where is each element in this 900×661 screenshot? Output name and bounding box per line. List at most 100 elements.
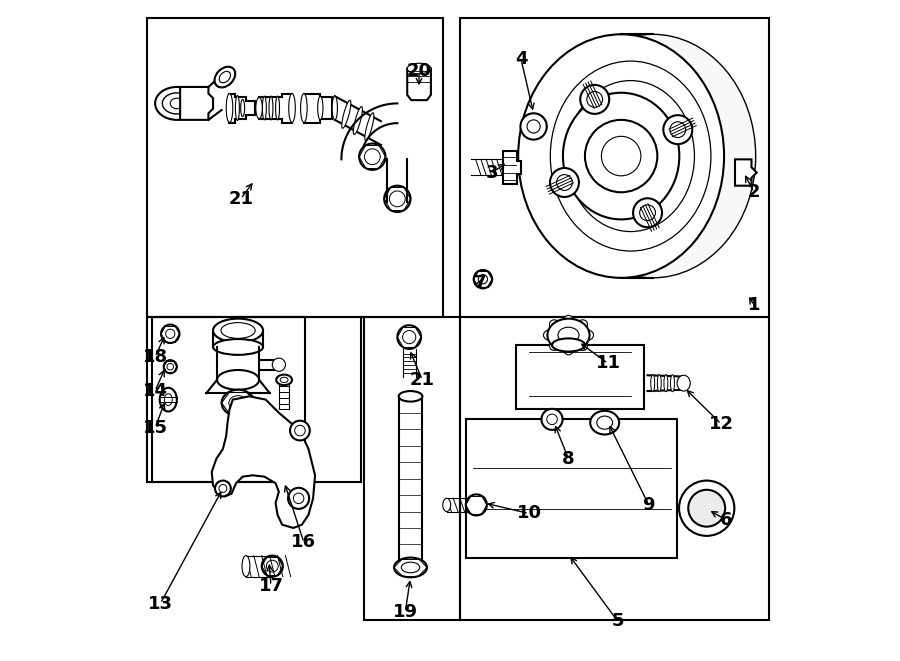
Text: 8: 8 xyxy=(562,450,575,468)
Ellipse shape xyxy=(332,96,338,120)
Text: 2: 2 xyxy=(748,183,760,201)
Ellipse shape xyxy=(402,330,416,344)
Ellipse shape xyxy=(318,96,323,120)
Ellipse shape xyxy=(280,377,288,383)
Ellipse shape xyxy=(399,391,422,402)
Bar xyxy=(516,345,644,409)
Text: 10: 10 xyxy=(517,504,542,522)
Text: 21: 21 xyxy=(410,371,435,389)
Ellipse shape xyxy=(590,410,619,434)
Ellipse shape xyxy=(290,420,310,440)
Bar xyxy=(364,317,460,620)
Ellipse shape xyxy=(520,113,547,139)
Ellipse shape xyxy=(219,485,227,492)
Ellipse shape xyxy=(597,416,613,429)
Bar xyxy=(148,18,444,317)
Ellipse shape xyxy=(670,122,686,137)
Ellipse shape xyxy=(276,375,292,385)
Polygon shape xyxy=(304,94,331,122)
Ellipse shape xyxy=(155,87,199,120)
Bar xyxy=(460,18,770,317)
Ellipse shape xyxy=(473,270,492,288)
Polygon shape xyxy=(407,69,431,100)
Ellipse shape xyxy=(547,319,590,352)
Text: 6: 6 xyxy=(720,511,733,529)
Ellipse shape xyxy=(576,320,588,332)
Ellipse shape xyxy=(518,34,724,278)
Text: 11: 11 xyxy=(596,354,620,372)
Text: 4: 4 xyxy=(515,50,527,68)
Text: 19: 19 xyxy=(392,603,418,621)
Ellipse shape xyxy=(293,493,304,504)
Ellipse shape xyxy=(466,494,487,516)
Ellipse shape xyxy=(688,490,725,527)
Ellipse shape xyxy=(236,96,239,120)
Ellipse shape xyxy=(677,375,690,391)
Polygon shape xyxy=(259,94,292,122)
Ellipse shape xyxy=(266,561,278,572)
Ellipse shape xyxy=(587,91,603,107)
Ellipse shape xyxy=(294,425,305,436)
Ellipse shape xyxy=(384,186,410,212)
Ellipse shape xyxy=(301,94,307,122)
Ellipse shape xyxy=(213,339,263,355)
Ellipse shape xyxy=(550,320,562,332)
Ellipse shape xyxy=(269,96,273,120)
Ellipse shape xyxy=(547,414,557,424)
Ellipse shape xyxy=(288,488,309,509)
Ellipse shape xyxy=(651,375,654,392)
Ellipse shape xyxy=(680,481,734,536)
Ellipse shape xyxy=(275,96,280,120)
Ellipse shape xyxy=(556,175,572,190)
Ellipse shape xyxy=(664,375,668,392)
Ellipse shape xyxy=(213,319,263,342)
Text: 16: 16 xyxy=(292,533,317,551)
Polygon shape xyxy=(180,87,213,120)
Ellipse shape xyxy=(364,149,380,165)
Bar xyxy=(466,419,677,558)
Ellipse shape xyxy=(214,67,235,87)
Polygon shape xyxy=(230,94,255,122)
Polygon shape xyxy=(212,397,315,528)
Ellipse shape xyxy=(242,556,250,576)
Ellipse shape xyxy=(585,120,657,192)
Ellipse shape xyxy=(550,338,562,350)
Ellipse shape xyxy=(558,327,579,343)
Ellipse shape xyxy=(443,498,451,512)
Ellipse shape xyxy=(657,375,662,392)
Ellipse shape xyxy=(217,370,259,390)
Text: 5: 5 xyxy=(612,613,624,631)
Ellipse shape xyxy=(601,136,641,176)
Ellipse shape xyxy=(354,106,363,135)
Ellipse shape xyxy=(220,323,256,338)
Ellipse shape xyxy=(563,342,573,355)
Ellipse shape xyxy=(263,96,266,120)
Bar xyxy=(152,317,305,482)
Ellipse shape xyxy=(633,198,662,227)
Text: 20: 20 xyxy=(407,61,432,79)
Ellipse shape xyxy=(407,63,431,74)
Ellipse shape xyxy=(580,85,609,114)
Text: 18: 18 xyxy=(142,348,167,366)
Ellipse shape xyxy=(390,191,405,207)
Ellipse shape xyxy=(342,100,351,128)
Ellipse shape xyxy=(670,375,674,392)
Ellipse shape xyxy=(640,205,655,221)
Ellipse shape xyxy=(215,481,230,496)
Ellipse shape xyxy=(221,390,255,416)
Ellipse shape xyxy=(394,558,427,577)
Ellipse shape xyxy=(165,394,172,406)
Polygon shape xyxy=(503,151,521,184)
Ellipse shape xyxy=(170,98,184,108)
Ellipse shape xyxy=(167,364,174,370)
Ellipse shape xyxy=(262,556,283,576)
Ellipse shape xyxy=(580,330,593,340)
Text: 15: 15 xyxy=(142,419,167,437)
Bar xyxy=(460,317,770,620)
Ellipse shape xyxy=(273,358,285,371)
Ellipse shape xyxy=(166,329,175,338)
Ellipse shape xyxy=(401,563,419,572)
Ellipse shape xyxy=(161,325,179,343)
Text: 14: 14 xyxy=(142,382,167,400)
Ellipse shape xyxy=(397,325,421,349)
